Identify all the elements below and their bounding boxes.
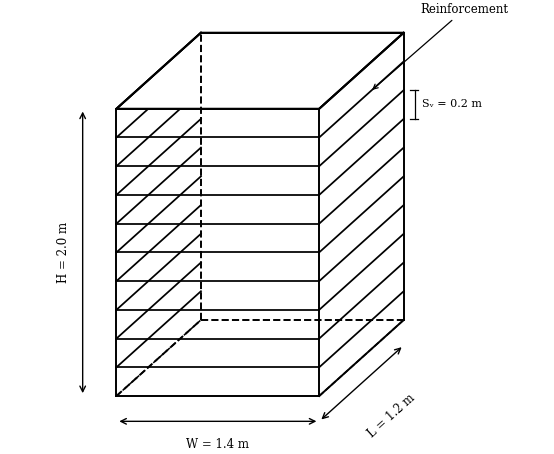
Polygon shape [116,252,319,281]
Polygon shape [116,33,201,138]
Polygon shape [116,234,201,339]
Polygon shape [116,176,201,281]
Polygon shape [116,138,319,166]
Polygon shape [116,109,319,138]
Polygon shape [116,119,201,224]
Polygon shape [116,339,319,367]
Text: W = 1.4 m: W = 1.4 m [186,438,249,451]
Polygon shape [116,310,319,339]
Polygon shape [116,33,404,109]
Polygon shape [116,281,319,310]
Text: Sᵥ = 0.2 m: Sᵥ = 0.2 m [422,99,482,109]
Polygon shape [116,61,201,166]
Polygon shape [116,224,319,252]
Text: L = 1.2 m: L = 1.2 m [366,392,418,440]
Polygon shape [116,33,404,109]
Polygon shape [116,367,319,396]
Polygon shape [116,205,201,310]
Polygon shape [116,291,201,396]
Polygon shape [116,90,201,195]
Polygon shape [116,262,201,367]
Polygon shape [116,195,319,224]
Polygon shape [116,166,319,195]
Text: H = 2.0 m: H = 2.0 m [57,222,70,283]
Text: Reinforcement: Reinforcement [373,3,509,89]
Polygon shape [116,148,201,252]
